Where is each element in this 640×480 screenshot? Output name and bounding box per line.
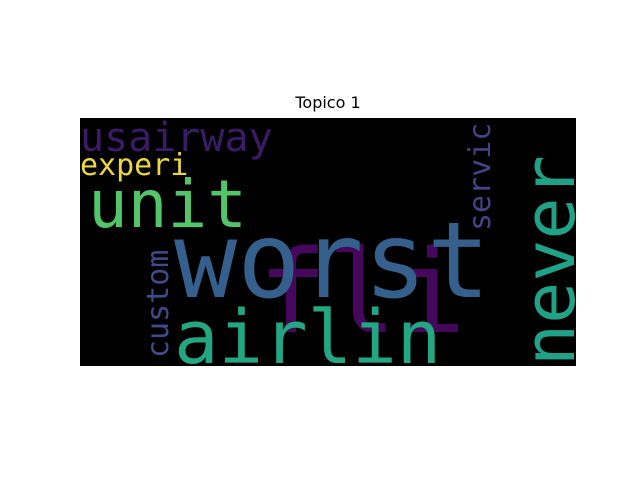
- word-fli: fli: [258, 226, 466, 360]
- word-airlin: airlin: [174, 295, 442, 366]
- word-worst: worst: [174, 200, 491, 322]
- word-usairway: usairway: [80, 118, 273, 161]
- chart-title: Topico 1: [295, 93, 361, 112]
- word-servic: servic: [463, 122, 498, 231]
- word-never: never: [509, 155, 576, 366]
- word-experi: experi: [80, 148, 189, 183]
- word-custom: custom: [141, 249, 176, 358]
- wordcloud-canvas: fli worst unit airlin never usairway exp…: [80, 118, 576, 366]
- word-unit: unit: [88, 166, 247, 243]
